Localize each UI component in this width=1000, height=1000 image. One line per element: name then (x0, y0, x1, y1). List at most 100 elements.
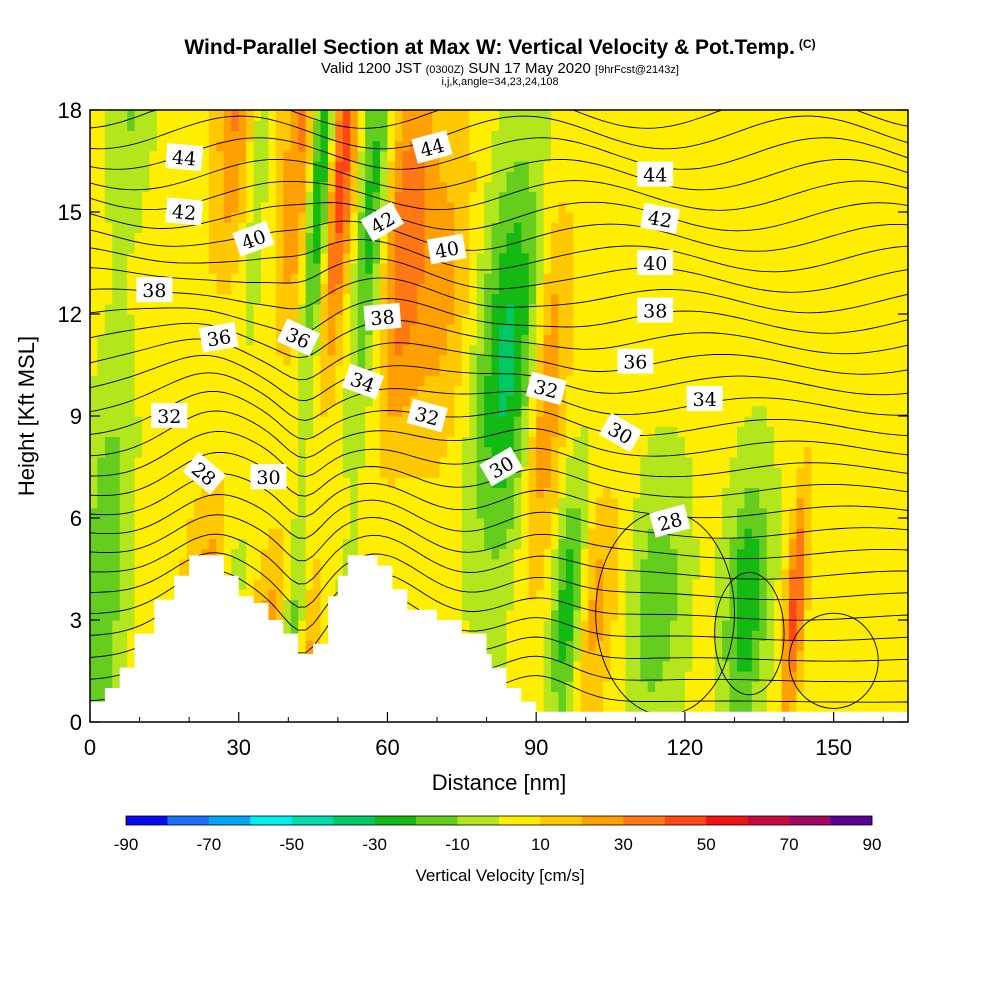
field-cell (119, 518, 136, 529)
field-cell (484, 395, 500, 407)
contour-label-box (151, 403, 188, 428)
field-cell (469, 150, 493, 162)
field-cell (528, 395, 537, 407)
field-cell (461, 558, 515, 570)
field-cell (313, 395, 322, 407)
field-cell (551, 263, 574, 274)
field-cell (603, 681, 627, 692)
contour-label: 42 (165, 197, 204, 226)
field-cell (223, 487, 299, 499)
colorbar-tick-label: 10 (531, 835, 550, 854)
field-cell (357, 589, 463, 601)
field-cell (699, 558, 716, 570)
contour-label-box (479, 446, 524, 487)
field-cell (208, 212, 225, 223)
field-cell (484, 293, 493, 305)
field-cell (380, 181, 389, 193)
field-cell (573, 650, 582, 662)
field-cell (506, 303, 515, 315)
field-cell (268, 181, 277, 193)
field-cell (580, 599, 589, 611)
field-cell (803, 538, 812, 550)
contour-label-text: 40 (643, 253, 667, 275)
field-cell (134, 324, 247, 335)
field-cell (789, 579, 805, 590)
field-cell (134, 569, 180, 580)
field-cell (499, 344, 515, 356)
colorbar-swatch (664, 816, 707, 825)
field-cell (796, 528, 805, 539)
field-cell (528, 487, 537, 499)
field-cell (313, 140, 322, 152)
field-cell (736, 579, 760, 590)
field-cell (357, 273, 374, 284)
field-cell (283, 150, 307, 162)
contour-label: 44 (165, 143, 204, 172)
y-tick-label: 3 (70, 608, 82, 633)
colorbar-tick-label: 50 (697, 835, 716, 854)
theta-contour (90, 410, 908, 459)
field-cell (461, 375, 470, 386)
field-cell (640, 640, 671, 652)
field-cell (231, 283, 247, 295)
field-cell (261, 548, 284, 560)
field-cell (543, 303, 552, 315)
field-cell (275, 303, 299, 315)
field-cell (543, 181, 908, 193)
field-cell (610, 630, 627, 641)
field-cell (261, 293, 277, 305)
field-cell (461, 456, 478, 468)
field-cell (670, 640, 693, 652)
field-cell (461, 548, 493, 560)
field-cell (90, 110, 106, 121)
field-cell (751, 650, 760, 662)
field-cell (640, 609, 679, 621)
field-cell (766, 701, 783, 713)
field-cell (565, 558, 574, 570)
field-cell (350, 150, 359, 162)
field-cell (186, 538, 210, 550)
field-cell (208, 140, 218, 152)
field-cell (305, 303, 314, 315)
field-cell (476, 426, 485, 437)
field-cell (350, 252, 359, 264)
field-cell (223, 518, 292, 529)
field-cell (736, 558, 760, 570)
contour-label: 40 (426, 233, 467, 265)
field-cell (231, 579, 247, 590)
field-cell (781, 609, 790, 621)
field-cell (454, 385, 470, 397)
field-cell (528, 558, 545, 570)
field-cell (551, 518, 560, 529)
field-cell (811, 589, 908, 601)
field-cell (565, 487, 589, 499)
field-cell (327, 222, 336, 233)
field-cell (640, 477, 693, 488)
field-cell (342, 303, 351, 315)
field-cell (320, 558, 344, 570)
field-cell (90, 354, 99, 366)
field-cell (372, 242, 381, 254)
field-cell (736, 426, 775, 437)
field-cell (766, 528, 783, 539)
field-cell (372, 201, 381, 213)
field-cell (246, 314, 255, 325)
field-cell (543, 242, 552, 254)
field-cell (476, 263, 493, 274)
field-cell (90, 426, 143, 437)
field-cell (528, 252, 537, 264)
field-cell (342, 140, 351, 152)
field-cell (298, 620, 307, 631)
field-cell (380, 273, 389, 284)
field-cell (692, 497, 723, 509)
field-cell (796, 487, 812, 499)
field-cell (617, 579, 627, 590)
field-cell (484, 222, 493, 233)
field-cell (313, 232, 322, 244)
field-cell (781, 497, 798, 509)
field-cell (119, 446, 143, 458)
field-cell (208, 263, 240, 274)
field-cell (573, 630, 582, 641)
field-cell (298, 497, 307, 509)
field-cell (625, 640, 641, 652)
